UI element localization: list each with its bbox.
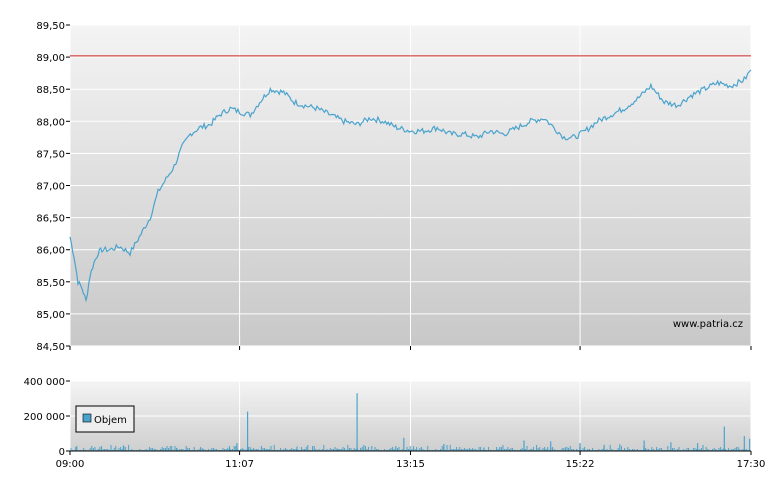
x-tick-label: 17:30 — [737, 459, 766, 470]
price-y-tick-label: 89,50 — [36, 21, 65, 32]
x-tick-label: 13:15 — [396, 459, 425, 470]
price-y-tick-label: 87,50 — [36, 149, 65, 160]
x-tick-label: 15:22 — [566, 459, 595, 470]
price-y-tick-label: 86,50 — [36, 214, 65, 225]
price-y-tick-label: 86,00 — [36, 246, 65, 257]
price-y-tick-label: 89,00 — [36, 53, 65, 64]
legend-label: Objem — [94, 415, 127, 426]
volume-y-tick-label: 0 — [59, 447, 65, 458]
volume-y-tick-label: 400 000 — [24, 377, 65, 388]
price-x-ticks — [69, 346, 752, 350]
price-series-line — [69, 69, 752, 303]
x-tick-label: 11:07 — [225, 459, 254, 470]
price-y-tick-label: 88,00 — [36, 117, 65, 128]
volume-y-tick-label: 200 000 — [24, 412, 65, 423]
x-tick-label: 09:00 — [56, 459, 85, 470]
watermark: www.patria.cz — [673, 319, 743, 330]
volume-x-axis: 09:00 11:07 13:15 15:22 17:30 — [56, 450, 766, 470]
volume-y-axis: 400 000 200 000 0 — [24, 377, 70, 458]
price-y-axis: 89,50 89,00 88,50 88,00 87,50 87,00 86,50 86,00… — [36, 21, 70, 353]
price-y-tick-label: 84,50 — [36, 342, 65, 353]
price-y-tick-label: 88,50 — [36, 85, 65, 96]
legend-swatch — [82, 413, 92, 423]
price-y-tick-label: 85,00 — [36, 310, 65, 321]
volume-legend: Objem — [75, 405, 135, 433]
price-y-tick-label: 87,00 — [36, 182, 65, 193]
price-y-tick-label: 85,50 — [36, 278, 65, 289]
